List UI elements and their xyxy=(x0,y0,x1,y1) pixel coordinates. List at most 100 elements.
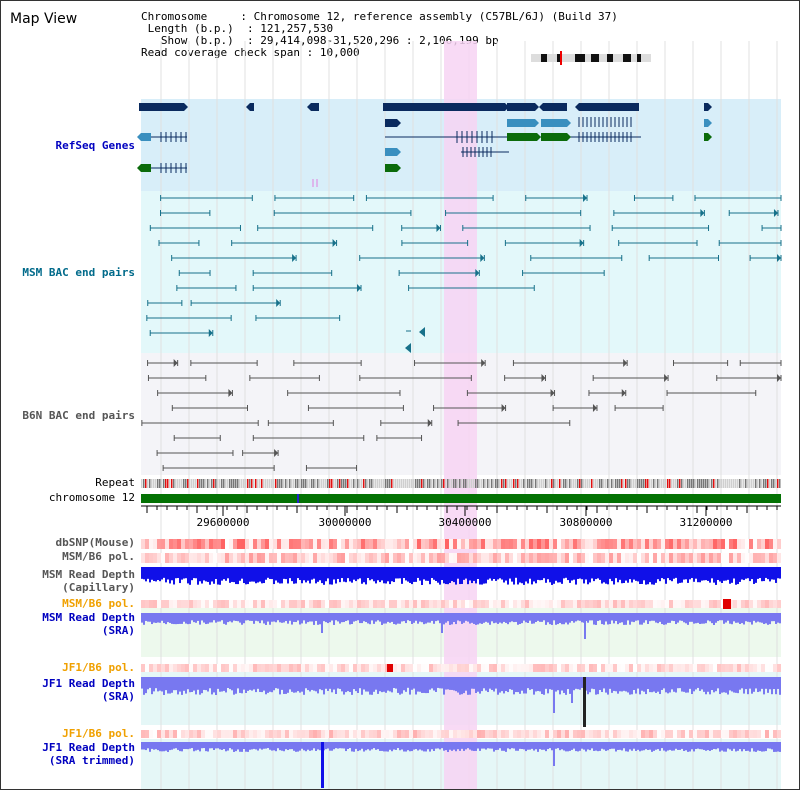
msm-b6-pol-cell xyxy=(561,553,565,563)
jf1-depth-sra-bar xyxy=(289,677,291,690)
msm-depth-sra-bar xyxy=(411,613,413,624)
track-label-msm-b6-pol[interactable]: MSM/B6 pol. xyxy=(62,550,135,563)
repeat-segment xyxy=(331,479,333,488)
repeat-segment xyxy=(491,479,493,488)
msm-depth-capillary-bar xyxy=(429,567,431,585)
msm-depth-capillary-bar xyxy=(413,567,415,582)
track-label-msm-depth-sra-1[interactable]: MSM Read Depth xyxy=(42,611,135,624)
jf1-depth-trimmed-bar xyxy=(191,742,193,749)
repeat-segment xyxy=(475,479,477,488)
jf1-b6-pol-2-cell xyxy=(321,730,325,738)
jf1-depth-sra-bar xyxy=(523,677,525,694)
msm-b6-pol-cell xyxy=(661,553,665,563)
track-label-dbsnp[interactable]: dbSNP(Mouse) xyxy=(55,536,135,549)
repeat-segment xyxy=(679,479,681,488)
jf1-depth-sra-bar xyxy=(449,677,451,690)
jf1-depth-sra-bar xyxy=(607,677,609,695)
jf1-depth-sra-bar xyxy=(363,677,365,690)
msm-b6-pol-sra-cell xyxy=(481,600,485,608)
repeat-segment xyxy=(161,479,163,488)
msm-depth-sra-bar xyxy=(259,613,261,624)
repeat-segment xyxy=(163,479,165,488)
msm-depth-capillary-bar xyxy=(513,567,515,585)
msm-b6-pol-cell xyxy=(341,553,345,563)
refseq-gene-body xyxy=(507,119,535,127)
repeat-segment xyxy=(695,479,697,488)
msm-depth-sra-bar xyxy=(751,613,753,625)
jf1-b6-pol-cell xyxy=(529,664,533,672)
repeat-segment xyxy=(643,479,645,488)
jf1-depth-sra-bar xyxy=(331,677,333,693)
dbsnp-cell xyxy=(637,539,641,549)
msm-depth-sra-bar xyxy=(173,613,175,625)
msm-depth-sra-bar xyxy=(541,613,543,622)
dbsnp-cell xyxy=(249,539,253,549)
msm-depth-capillary-bar xyxy=(631,567,633,583)
jf1-depth-trimmed-bar xyxy=(301,742,303,749)
jf1-depth-sra-bar xyxy=(235,677,237,694)
track-label-msm-b6-pol-sra[interactable]: MSM/B6 pol. xyxy=(62,597,135,610)
jf1-depth-sra-bar xyxy=(243,677,245,690)
jf1-depth-sra-bar xyxy=(555,677,557,692)
jf1-b6-pol-2-cell xyxy=(581,730,585,738)
jf1-b6-pol-cell xyxy=(669,664,673,672)
repeat-segment xyxy=(581,479,583,488)
msm-depth-capillary-bar xyxy=(247,567,249,585)
msm-depth-capillary-bar xyxy=(555,567,557,581)
repeat-segment xyxy=(337,479,339,488)
msm-depth-capillary-bar xyxy=(381,567,383,581)
jf1-depth-sra-bar xyxy=(287,677,289,693)
jf1-depth-trimmed-bar xyxy=(377,742,379,750)
dbsnp-cell xyxy=(329,539,333,549)
msm-b6-pol-sra-cell xyxy=(505,600,509,608)
jf1-b6-pol-2-cell xyxy=(393,730,397,738)
msm-depth-sra-bar xyxy=(251,613,253,621)
msm-depth-capillary-bar xyxy=(529,567,531,579)
jf1-depth-sra-bar xyxy=(475,677,477,693)
msm-depth-sra-bar xyxy=(227,613,229,623)
msm-depth-capillary-bar xyxy=(213,567,215,584)
jf1-depth-trimmed-bar xyxy=(779,742,781,752)
jf1-depth-sra-bar xyxy=(419,677,421,692)
track-label-jf1-b6-pol-2[interactable]: JF1/B6 pol. xyxy=(62,727,135,740)
msm-b6-pol-cell xyxy=(329,553,333,563)
track-label-msm-depth-capillary-1[interactable]: MSM Read Depth xyxy=(42,568,135,581)
msm-b6-pol-sra-cell xyxy=(241,600,245,608)
jf1-depth-trimmed-bar xyxy=(411,742,413,752)
jf1-b6-pol-2-cell xyxy=(257,730,261,738)
jf1-depth-sra-bar xyxy=(321,677,323,691)
msm-depth-sra-bar xyxy=(465,613,467,621)
jf1-depth-sra-bar xyxy=(493,677,495,692)
track-label-jf1-depth-sra-1[interactable]: JF1 Read Depth xyxy=(42,677,135,690)
jf1-depth-trimmed-bar xyxy=(587,742,589,750)
repeat-segment xyxy=(319,479,321,488)
msm-depth-capillary-bar xyxy=(385,567,387,584)
jf1-b6-pol-cell xyxy=(545,664,549,672)
repeat-segment xyxy=(717,479,719,488)
repeat-segment xyxy=(269,479,271,488)
jf1-depth-sra-bar xyxy=(661,677,663,690)
msm-depth-sra-bar xyxy=(273,613,275,622)
msm-b6-pol-cell xyxy=(357,553,361,563)
jf1-depth-sra-bar xyxy=(447,677,449,690)
track-label-b6n-bac[interactable]: B6N BAC end pairs xyxy=(22,409,135,422)
repeat-segment xyxy=(595,479,597,488)
track-label-jf1-depth-trimmed-1[interactable]: JF1 Read Depth xyxy=(42,741,135,754)
msm-b6-pol-sra-cell xyxy=(689,600,693,608)
jf1-depth-sra-bar xyxy=(357,677,359,693)
track-label-refseq-genes[interactable]: RefSeq Genes xyxy=(55,139,135,152)
msm-depth-capillary-bar xyxy=(533,567,535,582)
track-label-jf1-b6-pol[interactable]: JF1/B6 pol. xyxy=(62,661,135,674)
jf1-depth-trimmed-bar xyxy=(523,742,525,750)
msm-b6-pol-cell xyxy=(697,553,701,563)
jf1-depth-trimmed-bar xyxy=(147,742,149,749)
track-label-msm-bac[interactable]: MSM BAC end pairs xyxy=(22,266,135,279)
jf1-b6-pol-cell xyxy=(277,664,281,672)
jf1-depth-trimmed-bar xyxy=(551,742,553,751)
msm-depth-sra-bar xyxy=(235,613,237,621)
repeat-segment xyxy=(181,479,183,488)
jf1-b6-pol-2-cell xyxy=(617,730,621,738)
jf1-b6-pol-cell xyxy=(221,664,225,672)
msm-b6-pol-sra-cell xyxy=(765,600,769,608)
